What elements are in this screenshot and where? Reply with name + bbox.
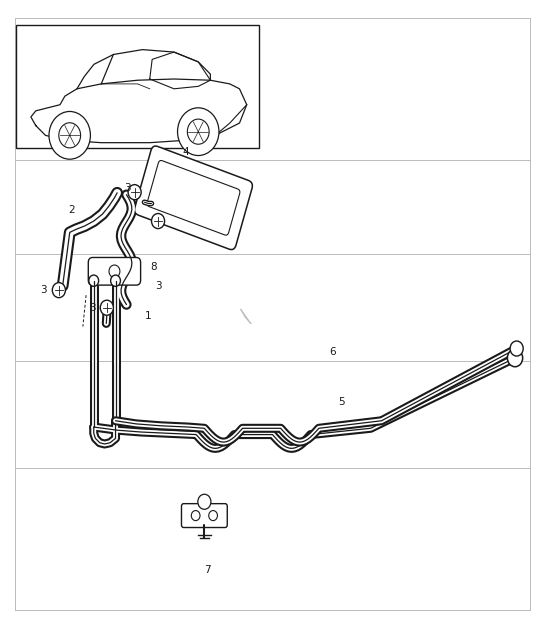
Text: 3: 3 [89,303,95,313]
Text: 2: 2 [68,205,75,215]
Text: 3: 3 [124,183,131,193]
Circle shape [198,494,211,509]
FancyBboxPatch shape [88,257,141,285]
Circle shape [178,108,219,156]
Text: 3: 3 [40,285,46,295]
Circle shape [59,123,81,148]
Text: 7: 7 [204,565,210,575]
Circle shape [128,185,141,200]
Circle shape [111,275,120,286]
Circle shape [109,265,120,278]
Circle shape [510,341,523,356]
Circle shape [49,112,90,159]
Circle shape [191,511,200,521]
FancyBboxPatch shape [135,146,252,249]
FancyBboxPatch shape [147,161,240,235]
Text: 4: 4 [182,147,189,157]
Text: 6: 6 [330,347,336,357]
Text: 1: 1 [144,311,151,321]
Text: 5: 5 [338,397,344,407]
Circle shape [507,349,523,367]
Circle shape [52,283,65,298]
Text: 3: 3 [155,281,162,291]
Bar [16,25,259,148]
Circle shape [100,300,113,315]
FancyBboxPatch shape [181,504,227,528]
Circle shape [89,275,99,286]
Circle shape [209,511,217,521]
Circle shape [152,214,165,229]
Circle shape [187,119,209,144]
Text: 8: 8 [150,262,156,272]
